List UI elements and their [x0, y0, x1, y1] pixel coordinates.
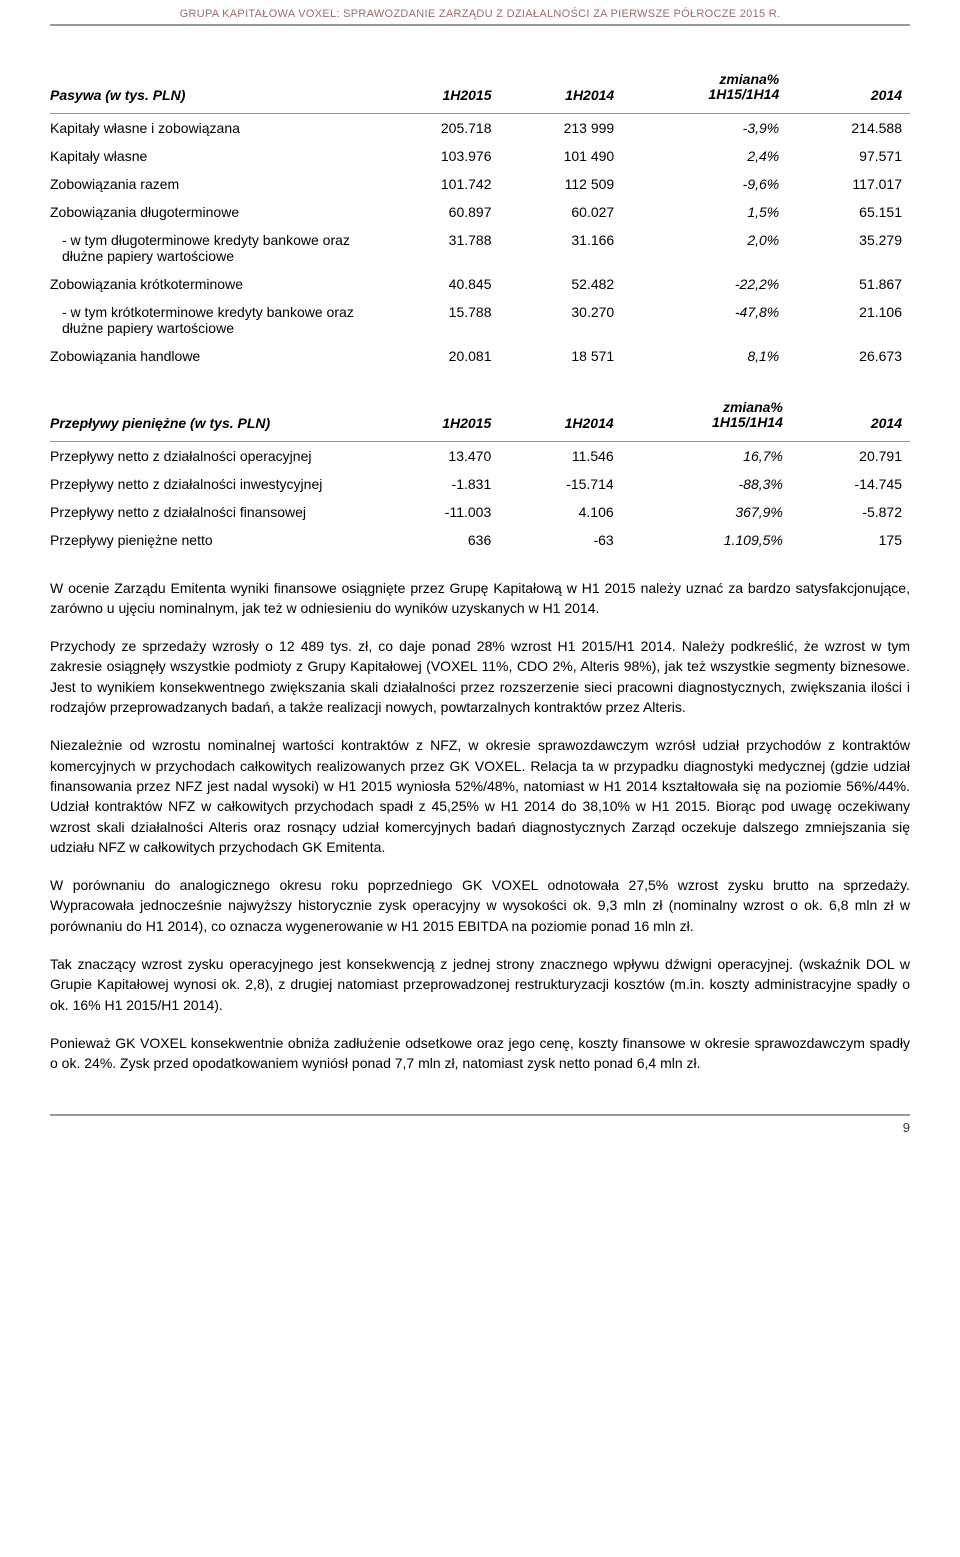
cell: 4.106 — [499, 498, 621, 526]
table-row: Przepływy pieniężne netto636-631.109,5%1… — [50, 526, 910, 554]
cell: 26.673 — [787, 342, 910, 370]
paragraph-6: Ponieważ GK VOXEL konsekwentnie obniża z… — [50, 1033, 910, 1074]
cell: 97.571 — [787, 142, 910, 170]
cell-label: Zobowiązania długoterminowe — [50, 198, 377, 226]
cell-label: Przepływy netto z działalności inwestycy… — [50, 470, 377, 498]
cell: 11.546 — [499, 441, 621, 470]
table-row: Zobowiązania handlowe20.08118 5718,1%26.… — [50, 342, 910, 370]
cell: 213 999 — [500, 113, 623, 142]
table-row: Zobowiązania długoterminowe60.89760.0271… — [50, 198, 910, 226]
cell: 40.845 — [377, 270, 500, 298]
zmiana-line1: zmiana% — [719, 71, 779, 87]
th-2014: 2014 — [791, 394, 910, 441]
cell: -11.003 — [377, 498, 499, 526]
cell: 117.017 — [787, 170, 910, 198]
table-row: - w tym długoterminowe kredyty bankowe o… — [50, 226, 910, 270]
table-przeplywy: Przepływy pieniężne (w tys. PLN) 1H2015 … — [50, 394, 910, 554]
cell: 2,4% — [622, 142, 787, 170]
cell: -88,3% — [622, 470, 791, 498]
cell: 51.867 — [787, 270, 910, 298]
cell: 13.470 — [377, 441, 499, 470]
cell: -15.714 — [499, 470, 621, 498]
table-row: Przepływy netto z działalności finansowe… — [50, 498, 910, 526]
cell: 52.482 — [500, 270, 623, 298]
cell: 18 571 — [500, 342, 623, 370]
zmiana-line1: zmiana% — [723, 399, 783, 415]
cell-label: Zobowiązania krótkoterminowe — [50, 270, 377, 298]
cell-label: Przepływy pieniężne netto — [50, 526, 377, 554]
page-footer: 9 — [50, 1114, 910, 1135]
cell-label: - w tym krótkoterminowe kredyty bankowe … — [50, 298, 377, 342]
paragraph-4: W porównaniu do analogicznego okresu rok… — [50, 875, 910, 936]
cell: -22,2% — [622, 270, 787, 298]
cell: -3,9% — [622, 113, 787, 142]
table2-body: Przepływy netto z działalności operacyjn… — [50, 441, 910, 554]
cell: 30.270 — [500, 298, 623, 342]
paragraph-5: Tak znaczący wzrost zysku operacyjnego j… — [50, 954, 910, 1015]
table-row: Zobowiązania razem101.742112 509-9,6%117… — [50, 170, 910, 198]
cell: 31.788 — [377, 226, 500, 270]
cell: 35.279 — [787, 226, 910, 270]
table-row: - w tym krótkoterminowe kredyty bankowe … — [50, 298, 910, 342]
cell: 101 490 — [500, 142, 623, 170]
cell: 1.109,5% — [622, 526, 791, 554]
table-row: Przepływy netto z działalności inwestycy… — [50, 470, 910, 498]
cell: 103.976 — [377, 142, 500, 170]
table-row: Kapitały własne i zobowiązana205.718213 … — [50, 113, 910, 142]
th-2014: 2014 — [787, 66, 910, 113]
cell: -5.872 — [791, 498, 910, 526]
cell: 8,1% — [622, 342, 787, 370]
th-1h2015: 1H2015 — [377, 394, 499, 441]
table1-body: Kapitały własne i zobowiązana205.718213 … — [50, 113, 910, 370]
paragraph-2: Przychody ze sprzedaży wzrosły o 12 489 … — [50, 636, 910, 717]
zmiana-line2: 1H15/1H14 — [708, 86, 779, 102]
cell: 20.791 — [791, 441, 910, 470]
cell-label: Kapitały własne i zobowiązana — [50, 113, 377, 142]
cell: 367,9% — [622, 498, 791, 526]
cell: 1,5% — [622, 198, 787, 226]
th-label: Pasywa (w tys. PLN) — [50, 66, 377, 113]
cell-label: Zobowiązania razem — [50, 170, 377, 198]
table-pasywa: Pasywa (w tys. PLN) 1H2015 1H2014 zmiana… — [50, 66, 910, 370]
cell-label: Przepływy netto z działalności finansowe… — [50, 498, 377, 526]
cell: 636 — [377, 526, 499, 554]
th-label: Przepływy pieniężne (w tys. PLN) — [50, 394, 377, 441]
cell: -47,8% — [622, 298, 787, 342]
cell-label: Kapitały własne — [50, 142, 377, 170]
table-row: Zobowiązania krótkoterminowe40.84552.482… — [50, 270, 910, 298]
cell: 60.897 — [377, 198, 500, 226]
page-number: 9 — [903, 1120, 910, 1135]
cell: 20.081 — [377, 342, 500, 370]
cell: 101.742 — [377, 170, 500, 198]
cell: 16,7% — [622, 441, 791, 470]
cell: 65.151 — [787, 198, 910, 226]
cell: 112 509 — [500, 170, 623, 198]
zmiana-line2: 1H15/1H14 — [712, 414, 783, 430]
cell-label: Przepływy netto z działalności operacyjn… — [50, 441, 377, 470]
cell: 214.588 — [787, 113, 910, 142]
table-row: Kapitały własne103.976101 4902,4%97.571 — [50, 142, 910, 170]
cell: 31.166 — [500, 226, 623, 270]
cell: -1.831 — [377, 470, 499, 498]
th-zmiana: zmiana% 1H15/1H14 — [622, 394, 791, 441]
cell: -63 — [499, 526, 621, 554]
cell: -14.745 — [791, 470, 910, 498]
cell: 175 — [791, 526, 910, 554]
page-header: GRUPA KAPITAŁOWA VOXEL: SPRAWOZDANIE ZAR… — [50, 0, 910, 26]
th-zmiana: zmiana% 1H15/1H14 — [622, 66, 787, 113]
cell: 15.788 — [377, 298, 500, 342]
cell-label: - w tym długoterminowe kredyty bankowe o… — [50, 226, 377, 270]
table-row: Przepływy netto z działalności operacyjn… — [50, 441, 910, 470]
cell: 21.106 — [787, 298, 910, 342]
th-1h2014: 1H2014 — [499, 394, 621, 441]
th-1h2015: 1H2015 — [377, 66, 500, 113]
cell: 60.027 — [500, 198, 623, 226]
cell: 205.718 — [377, 113, 500, 142]
th-1h2014: 1H2014 — [500, 66, 623, 113]
paragraph-3: Niezależnie od wzrostu nominalnej wartoś… — [50, 735, 910, 857]
cell-label: Zobowiązania handlowe — [50, 342, 377, 370]
cell: 2,0% — [622, 226, 787, 270]
cell: -9,6% — [622, 170, 787, 198]
paragraph-1: W ocenie Zarządu Emitenta wyniki finanso… — [50, 578, 910, 619]
